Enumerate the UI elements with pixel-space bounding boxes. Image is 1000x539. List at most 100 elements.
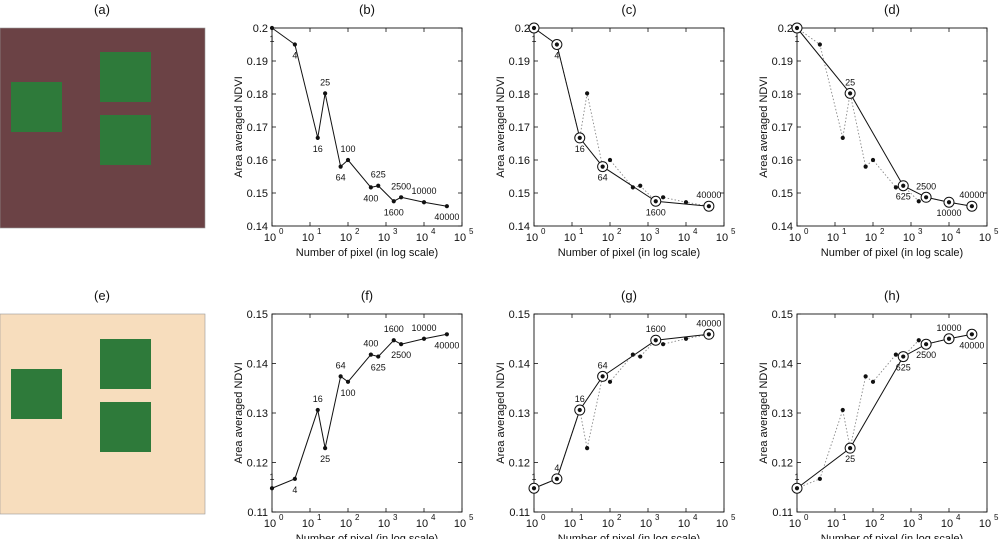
chart-title: (f) — [361, 288, 373, 303]
y-axis-label: Area averaged NDVI — [758, 362, 770, 464]
x-tick-exponent: 1 — [842, 513, 847, 522]
series-line-selected — [533, 333, 709, 489]
y-tick-label: 0.2 — [253, 23, 268, 35]
chart-title: (g) — [621, 288, 637, 303]
data-point — [338, 374, 343, 379]
point-label: 2500 — [916, 350, 936, 360]
data-point — [585, 446, 590, 451]
y-tick-label: 0.18 — [509, 89, 530, 101]
data-point — [292, 42, 297, 47]
y-tick-label: 0.15 — [247, 188, 268, 200]
plot-frame — [533, 313, 725, 513]
x-tick-label: 10 — [789, 232, 801, 244]
x-tick-label: 10 — [378, 518, 390, 530]
data-point — [794, 25, 800, 31]
x-tick-label: 10 — [564, 518, 576, 530]
x-tick-label: 10 — [602, 518, 614, 530]
point-label: 1 — [269, 472, 274, 482]
x-tick-label: 10 — [264, 232, 276, 244]
y-tick-label: 0.15 — [772, 188, 793, 200]
charts: (b)0.140.150.160.170.180.190.21001011021… — [233, 2, 999, 539]
x-tick-exponent: 5 — [469, 513, 474, 522]
data-point — [630, 352, 635, 357]
point-label: 2500 — [391, 350, 411, 360]
data-point — [399, 195, 404, 200]
y-tick-label: 0.12 — [509, 458, 530, 470]
x-tick-exponent: 2 — [355, 227, 360, 236]
data-point — [323, 446, 328, 451]
point-label: 625 — [896, 192, 911, 202]
point-label: 1 — [531, 472, 536, 482]
y-tick-label: 0.18 — [247, 89, 268, 101]
x-tick-label: 10 — [340, 518, 352, 530]
point-label: 40000 — [959, 340, 984, 350]
data-point — [870, 379, 876, 384]
point-label: 40000 — [696, 318, 721, 328]
point-label: 10000 — [411, 323, 436, 333]
data-point — [924, 342, 929, 347]
point-label: 25 — [320, 454, 330, 464]
point-label: 625 — [371, 170, 386, 180]
data-point — [345, 379, 351, 384]
x-tick-exponent: 2 — [617, 513, 622, 522]
point-label: 4 — [292, 51, 297, 61]
data-point — [368, 352, 373, 357]
data-point — [554, 42, 559, 47]
x-tick-label: 10 — [941, 518, 953, 530]
x-tick-exponent: 1 — [317, 227, 322, 236]
x-tick-exponent: 4 — [956, 513, 961, 522]
x-tick-label: 10 — [302, 232, 314, 244]
map-e: (e) — [0, 288, 206, 515]
point-label: 1 — [794, 472, 799, 482]
x-tick-label: 10 — [416, 232, 428, 244]
data-point — [683, 200, 689, 205]
chart-d: (d)0.140.150.160.170.180.190.21001011021… — [758, 2, 999, 259]
data-point — [554, 476, 559, 481]
x-tick-label: 10 — [526, 518, 538, 530]
y-tick-label: 0.17 — [772, 122, 793, 134]
data-point — [323, 91, 328, 96]
series-line-dotted — [533, 27, 709, 207]
x-tick-exponent: 2 — [355, 513, 360, 522]
y-tick-label: 0.12 — [247, 458, 268, 470]
x-tick-label: 10 — [526, 232, 538, 244]
chart-c: (c)0.140.150.160.170.180.190.21001011021… — [495, 2, 736, 259]
x-tick-exponent: 5 — [731, 513, 736, 522]
y-tick-label: 0.19 — [772, 56, 793, 68]
data-point — [794, 486, 800, 491]
point-label: 1 — [269, 34, 274, 44]
data-point — [399, 342, 404, 347]
point-label: 100 — [340, 388, 355, 398]
point-label: 16 — [575, 394, 585, 404]
x-tick-exponent: 0 — [541, 513, 546, 522]
x-tick-label: 10 — [564, 232, 576, 244]
y-tick-label: 0.13 — [247, 408, 268, 420]
series-line-dotted — [796, 27, 972, 207]
point-label: 16 — [575, 144, 585, 154]
data-point — [840, 135, 845, 140]
data-point — [946, 336, 952, 341]
chart-h: (h)0.110.120.130.140.1510010110210310410… — [758, 288, 999, 539]
y-tick-label: 0.11 — [509, 507, 530, 519]
data-point — [421, 200, 427, 205]
x-tick-label: 10 — [827, 518, 839, 530]
data-point — [444, 332, 449, 337]
point-label: 1600 — [384, 324, 404, 334]
data-point — [870, 157, 876, 163]
y-tick-label: 0.14 — [772, 359, 793, 371]
series-line-selected — [533, 27, 709, 207]
data-point — [863, 374, 868, 379]
data-point — [421, 336, 427, 341]
data-point — [315, 407, 320, 413]
point-label: 1600 — [646, 324, 666, 334]
y-axis-label: Area averaged NDVI — [233, 362, 245, 464]
point-label: 1 — [794, 34, 799, 44]
data-point — [661, 342, 666, 347]
chart-title: (b) — [359, 2, 375, 17]
data-point — [706, 204, 711, 209]
data-point — [653, 199, 658, 204]
point-label: 16 — [313, 394, 323, 404]
x-tick-label: 10 — [865, 232, 877, 244]
point-label: 64 — [336, 360, 346, 370]
